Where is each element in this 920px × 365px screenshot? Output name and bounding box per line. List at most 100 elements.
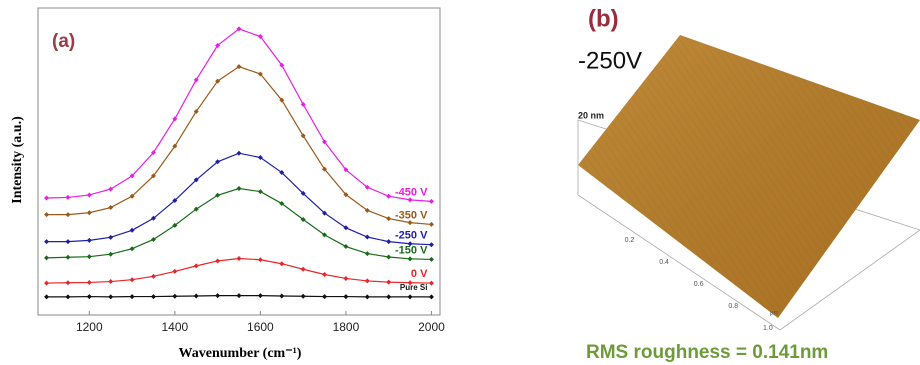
data-point bbox=[257, 34, 263, 40]
x-tick-label: 1600 bbox=[247, 320, 274, 334]
data-point bbox=[257, 189, 263, 195]
data-point bbox=[364, 278, 370, 284]
data-point bbox=[279, 261, 285, 267]
data-point bbox=[44, 212, 50, 218]
series-line bbox=[46, 187, 432, 261]
data-point bbox=[428, 280, 434, 286]
data-point bbox=[172, 268, 178, 274]
data-point bbox=[65, 280, 71, 286]
data-point bbox=[108, 279, 114, 285]
data-point bbox=[193, 206, 199, 212]
data-point bbox=[65, 254, 71, 260]
data-point bbox=[428, 242, 434, 248]
data-point bbox=[150, 236, 156, 242]
data-point bbox=[343, 275, 349, 281]
series-line bbox=[46, 152, 432, 246]
series-line bbox=[46, 257, 432, 284]
data-point bbox=[65, 294, 71, 300]
data-point bbox=[300, 190, 306, 196]
data-point bbox=[343, 294, 349, 300]
data-point bbox=[428, 221, 434, 227]
data-point bbox=[322, 271, 328, 277]
afm-texture bbox=[578, 35, 920, 318]
data-point bbox=[386, 294, 392, 300]
data-point bbox=[129, 227, 135, 233]
data-point bbox=[407, 241, 413, 247]
data-point bbox=[236, 186, 242, 192]
data-point bbox=[172, 293, 178, 299]
data-point bbox=[129, 246, 135, 252]
afm-panel: (b) -250V 20 nm μm RMS roughness = 0.141… bbox=[577, 5, 920, 363]
data-point bbox=[300, 101, 306, 107]
voltage-label: -250V bbox=[578, 47, 642, 74]
series-label: -450 V bbox=[395, 186, 428, 198]
data-point bbox=[386, 279, 392, 285]
data-point bbox=[86, 210, 92, 216]
series-line bbox=[46, 28, 432, 203]
data-point bbox=[150, 273, 156, 279]
data-point bbox=[364, 294, 370, 300]
x-axis-title: Wavenumber (cm⁻¹) bbox=[179, 346, 302, 361]
data-point bbox=[407, 256, 413, 262]
data-point bbox=[193, 263, 199, 269]
data-point bbox=[428, 294, 434, 300]
data-point bbox=[108, 251, 114, 257]
series-label: -250 V bbox=[395, 230, 428, 242]
data-point bbox=[300, 266, 306, 272]
data-point bbox=[279, 293, 285, 299]
data-point bbox=[279, 62, 285, 68]
z-scale: 20 nm bbox=[578, 110, 604, 120]
data-point bbox=[257, 293, 263, 299]
data-point bbox=[215, 159, 221, 165]
data-point bbox=[257, 257, 263, 263]
data-point bbox=[407, 280, 413, 286]
x-tick-label: 1800 bbox=[333, 320, 360, 334]
x-tick-label: 1200 bbox=[76, 320, 103, 334]
data-point bbox=[386, 254, 392, 260]
data-point bbox=[44, 195, 50, 201]
plot-frame bbox=[37, 7, 441, 316]
data-point bbox=[300, 293, 306, 299]
data-point bbox=[129, 173, 135, 179]
caption: RMS roughness = 0.141nm bbox=[586, 342, 828, 363]
data-point bbox=[364, 234, 370, 240]
data-point bbox=[428, 256, 434, 262]
afm-axis-tick: 1.0 bbox=[763, 325, 773, 332]
data-point bbox=[44, 255, 50, 261]
series-label: 0 V bbox=[411, 268, 428, 280]
data-point bbox=[193, 177, 199, 183]
data-point bbox=[386, 239, 392, 245]
data-point bbox=[300, 133, 306, 139]
afm-axis-tick: 0.8 bbox=[728, 303, 738, 310]
data-point bbox=[257, 155, 263, 161]
data-point bbox=[215, 258, 221, 264]
data-point bbox=[364, 184, 370, 190]
data-point bbox=[343, 167, 349, 173]
data-point bbox=[215, 192, 221, 198]
data-point bbox=[322, 166, 328, 172]
data-point bbox=[322, 139, 328, 145]
data-point bbox=[386, 216, 392, 222]
data-point bbox=[65, 194, 71, 200]
data-point bbox=[129, 277, 135, 283]
data-point bbox=[215, 78, 221, 84]
data-point bbox=[86, 279, 92, 285]
data-point bbox=[193, 77, 199, 83]
data-point bbox=[407, 197, 413, 203]
data-point bbox=[279, 201, 285, 207]
data-point bbox=[300, 217, 306, 223]
data-point bbox=[108, 294, 114, 300]
y-axis-title: Intensity (a.u.) bbox=[10, 116, 25, 204]
data-point bbox=[193, 293, 199, 299]
axis-unit: μm bbox=[770, 311, 778, 317]
afm-axis-tick: 0.6 bbox=[694, 281, 704, 288]
data-point bbox=[343, 192, 349, 198]
data-point bbox=[172, 143, 178, 149]
data-point bbox=[86, 294, 92, 300]
data-point bbox=[279, 97, 285, 103]
data-point bbox=[236, 293, 242, 299]
data-point bbox=[215, 42, 221, 48]
data-point bbox=[44, 294, 50, 300]
data-point bbox=[108, 205, 114, 211]
